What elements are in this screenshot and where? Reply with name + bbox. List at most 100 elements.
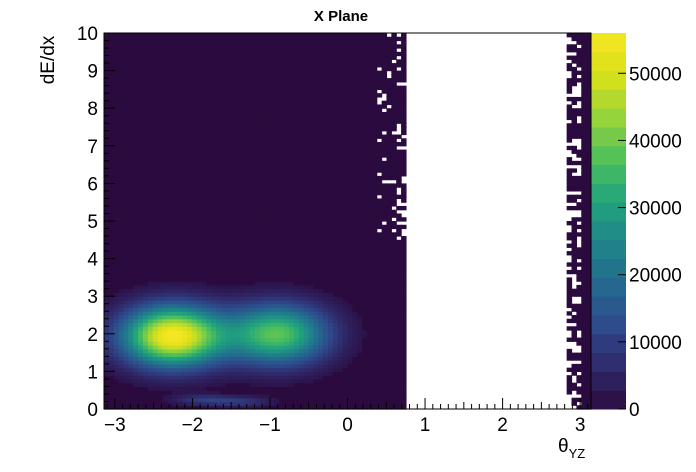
heatmap-cell	[274, 318, 280, 324]
heatmap-cell	[318, 157, 324, 162]
heatmap-cell	[142, 390, 149, 395]
heatmap-cell	[181, 198, 188, 203]
heatmap-cell	[206, 356, 212, 361]
heatmap-cell	[118, 315, 125, 320]
heatmap-cell	[269, 217, 276, 222]
heatmap-cell	[308, 179, 315, 184]
heatmap-cell	[337, 315, 344, 320]
heatmap-cell	[177, 299, 183, 305]
heatmap-cell	[230, 236, 237, 241]
heatmap-cell	[177, 100, 183, 106]
heatmap-cell	[142, 311, 149, 316]
heatmap-cell	[332, 318, 339, 324]
heatmap-cell	[230, 160, 237, 166]
heatmap-cell	[328, 243, 334, 248]
heatmap-cell	[108, 145, 115, 151]
heatmap-cell	[108, 322, 115, 327]
heatmap-cell	[225, 190, 232, 196]
heatmap-cell	[157, 130, 164, 136]
heatmap-cell	[245, 179, 251, 184]
heatmap-cell	[220, 40, 227, 45]
heatmap-cell	[230, 213, 237, 218]
heatmap-cell	[133, 123, 139, 128]
heatmap-cell	[230, 277, 237, 282]
heatmap-cell	[186, 217, 193, 222]
heatmap-cell	[211, 322, 217, 327]
heatmap-cell	[254, 119, 261, 124]
heatmap-cell	[225, 115, 232, 121]
heatmap-cell	[216, 262, 222, 267]
heatmap-cell	[284, 393, 290, 399]
heatmap-cell	[196, 175, 202, 181]
heatmap-cell	[211, 386, 217, 391]
heatmap-cell	[206, 333, 212, 339]
heatmap-cell	[104, 179, 110, 184]
heatmap-cell	[167, 194, 173, 200]
heatmap-cell	[104, 393, 110, 399]
heatmap-cell	[235, 390, 241, 395]
heatmap-cell	[337, 303, 344, 309]
heatmap-cell	[230, 138, 237, 143]
heatmap-cell	[147, 401, 154, 406]
heatmap-cell	[269, 390, 276, 395]
heatmap-cell	[220, 127, 227, 132]
heatmap-cell	[230, 33, 237, 38]
heatmap-cell	[152, 236, 159, 241]
heatmap-cell	[196, 213, 202, 218]
heatmap-cell	[318, 292, 324, 297]
heatmap-cell	[269, 138, 276, 143]
heatmap-cell	[216, 108, 222, 113]
heatmap-cell	[142, 228, 149, 233]
heatmap-cell	[123, 322, 129, 327]
heatmap-cell	[240, 378, 246, 384]
heatmap-cell	[186, 127, 193, 132]
heatmap-cell	[133, 296, 139, 301]
heatmap-cell	[133, 213, 139, 218]
heatmap-cell	[133, 70, 139, 75]
heatmap-cell	[313, 93, 319, 98]
heatmap-cell	[167, 352, 173, 357]
heatmap-cell	[274, 303, 280, 309]
heatmap-cell	[142, 36, 149, 42]
heatmap-cell	[318, 168, 324, 173]
heatmap-cell	[230, 326, 237, 331]
heatmap-cell	[284, 273, 290, 278]
heatmap-cell	[206, 70, 212, 75]
heatmap-cell	[113, 138, 120, 143]
heatmap-cell	[201, 33, 207, 38]
heatmap-cell	[104, 326, 110, 331]
heatmap-cell	[113, 108, 120, 113]
heatmap-cell	[240, 40, 246, 45]
heatmap-cell	[206, 89, 212, 94]
heatmap-cell	[303, 89, 310, 94]
heatmap-cell	[269, 348, 276, 354]
heatmap-cell	[206, 104, 212, 109]
heatmap-cell	[254, 153, 261, 158]
heatmap-cell	[220, 111, 227, 117]
heatmap-cell	[337, 190, 344, 196]
heatmap-cell	[113, 363, 120, 369]
heatmap-cell	[177, 311, 183, 316]
heatmap-cell	[138, 40, 144, 45]
heatmap-cell	[162, 93, 168, 98]
heatmap-cell	[245, 363, 251, 369]
heatmap-cell	[289, 123, 295, 128]
heatmap-cell	[264, 397, 271, 403]
heatmap-cell	[167, 224, 173, 230]
heatmap-cell	[269, 345, 276, 350]
heatmap-cell	[177, 266, 183, 271]
heatmap-cell	[323, 78, 329, 83]
heatmap-cell	[254, 333, 261, 339]
heatmap-cell	[230, 375, 237, 380]
heatmap-cell	[323, 356, 329, 361]
heatmap-cell	[113, 333, 120, 339]
heatmap-cell	[211, 330, 217, 335]
heatmap-cell	[147, 85, 154, 90]
heatmap-cell	[138, 221, 144, 226]
heatmap-cell	[235, 108, 241, 113]
heatmap-cell	[133, 157, 139, 162]
heatmap-cell	[128, 288, 134, 294]
heatmap-cell	[216, 243, 222, 248]
heatmap-cell	[142, 393, 149, 399]
heatmap-cell	[186, 243, 193, 248]
